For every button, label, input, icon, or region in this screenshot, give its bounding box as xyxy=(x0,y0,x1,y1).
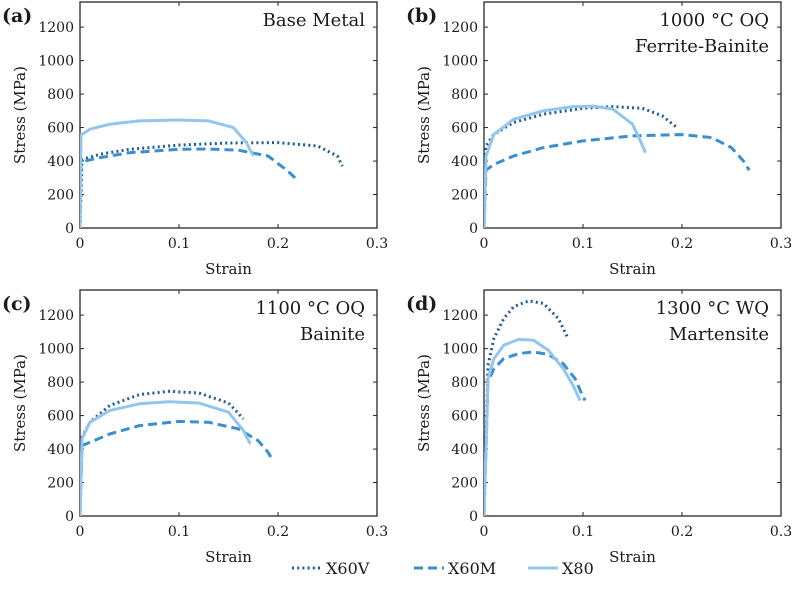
y-tick-label: 1200 xyxy=(442,20,478,36)
y-tick-label: 1000 xyxy=(38,342,74,358)
series-line-x60m xyxy=(80,419,275,516)
x-tick-label: 0.3 xyxy=(770,524,792,540)
y-tick-label: 400 xyxy=(47,154,74,170)
x-tick-label: 0.2 xyxy=(267,524,289,540)
y-tick-label: 200 xyxy=(451,188,478,204)
panel-annotation: 1100 °C OQ xyxy=(255,298,365,319)
y-tick-label: 200 xyxy=(451,476,478,492)
y-tick-label: 800 xyxy=(451,87,478,103)
x-tick-label: 0.2 xyxy=(671,236,693,252)
x-axis-label: Strain xyxy=(205,548,252,566)
y-axis-label: Stress (MPa) xyxy=(11,354,29,452)
panel-annotation: Bainite xyxy=(300,324,365,345)
series-line-x60v xyxy=(484,299,570,516)
series-line-x80 xyxy=(80,400,252,516)
panel-label: (d) xyxy=(406,293,437,315)
panel-d: 0 0.1 0.2 0.3 0 200 400 600 800 1000 1200 Strain Str… xyxy=(406,289,792,566)
legend-label-x80: X80 xyxy=(562,559,594,578)
panel-annotation: 1000 °C OQ xyxy=(659,10,769,31)
x-tick-label: 0 xyxy=(76,524,85,540)
panel-label: (b) xyxy=(406,5,437,27)
x-tick-label: 0.2 xyxy=(267,236,289,252)
panel-label: (c) xyxy=(2,293,32,315)
y-tick-label: 200 xyxy=(47,476,74,492)
y-tick-label: 600 xyxy=(47,121,74,137)
x-tick-label: 0.1 xyxy=(572,236,594,252)
y-tick-label: 800 xyxy=(451,375,478,391)
y-tick-label: 200 xyxy=(47,188,74,204)
legend-label-x60v: X60V xyxy=(326,559,370,578)
series-line-x80 xyxy=(484,337,582,516)
x-tick-label: 0 xyxy=(480,236,489,252)
x-tick-label: 0 xyxy=(480,524,489,540)
panel-annotation: Base Metal xyxy=(263,10,366,31)
x-tick-label: 0.3 xyxy=(770,236,792,252)
x-axis-label: Strain xyxy=(205,260,252,278)
y-tick-label: 0 xyxy=(469,509,478,525)
y-axis-label: Stress (MPa) xyxy=(11,66,29,164)
x-tick-label: 0.1 xyxy=(572,524,594,540)
y-axis-label: Stress (MPa) xyxy=(415,66,433,164)
series-line-x60m xyxy=(484,350,587,516)
y-tick-label: 0 xyxy=(65,509,74,525)
panel-c: 0 0.1 0.2 0.3 0 200 400 600 800 1000 1200 Strain Str… xyxy=(2,289,388,566)
series-line-x60v xyxy=(484,105,678,228)
y-tick-label: 0 xyxy=(469,221,478,237)
y-tick-label: 600 xyxy=(47,409,74,425)
series-line-x80 xyxy=(484,104,647,228)
x-axis-label: Strain xyxy=(609,548,656,566)
panel-annotation: Martensite xyxy=(669,324,769,345)
panel-annotation: Ferrite-Bainite xyxy=(635,36,769,57)
plot-frame xyxy=(79,289,378,517)
y-tick-label: 800 xyxy=(47,87,74,103)
y-tick-label: 1000 xyxy=(442,342,478,358)
x-tick-label: 0.3 xyxy=(366,524,388,540)
y-tick-label: 1200 xyxy=(38,308,74,324)
panel-b: 0 0.1 0.2 0.3 0 200 400 600 800 1000 1200 Strain Str… xyxy=(406,1,792,278)
x-tick-label: 0.1 xyxy=(168,236,190,252)
panel-annotation: 1300 °C WQ xyxy=(656,298,769,319)
y-tick-label: 1200 xyxy=(442,308,478,324)
y-tick-label: 400 xyxy=(47,442,74,458)
y-tick-label: 800 xyxy=(47,375,74,391)
plot-frame xyxy=(483,289,782,517)
y-tick-label: 1200 xyxy=(38,20,74,36)
panel-a: 0 0.1 0.2 0.3 0 200 400 600 800 1000 1200 Strain Str… xyxy=(2,1,388,278)
x-tick-label: 0.3 xyxy=(366,236,388,252)
panel-label: (a) xyxy=(2,5,32,27)
y-tick-label: 0 xyxy=(65,221,74,237)
legend-label-x60m: X60M xyxy=(448,559,496,578)
y-tick-label: 1000 xyxy=(442,54,478,70)
x-tick-label: 0.1 xyxy=(168,524,190,540)
x-tick-label: 0 xyxy=(76,236,85,252)
y-tick-label: 600 xyxy=(451,121,478,137)
y-tick-label: 1000 xyxy=(38,54,74,70)
y-tick-label: 400 xyxy=(451,154,478,170)
legend: X60V X60M X80 xyxy=(292,559,594,578)
series-line-x80 xyxy=(80,118,255,228)
series-line-x60m xyxy=(484,133,751,228)
y-axis-label: Stress (MPa) xyxy=(415,354,433,452)
x-tick-label: 0.2 xyxy=(671,524,693,540)
y-tick-label: 400 xyxy=(451,442,478,458)
x-axis-label: Strain xyxy=(609,260,656,278)
y-tick-label: 600 xyxy=(451,409,478,425)
plot-frame xyxy=(79,1,378,229)
